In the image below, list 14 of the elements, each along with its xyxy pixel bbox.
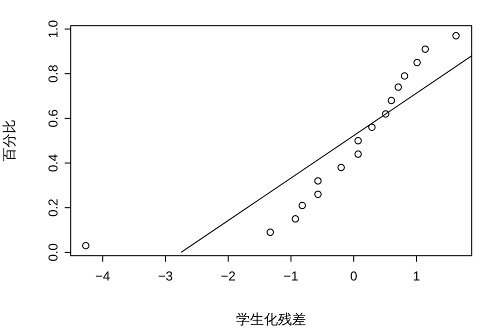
y-tick-label: 0.8 (46, 64, 61, 83)
x-tick-label: −3 (158, 268, 173, 284)
y-tick-label: 0.4 (46, 154, 61, 172)
x-tick-label: −4 (95, 268, 110, 284)
x-tick-label: −1 (284, 268, 298, 284)
x-tick-label: −2 (220, 268, 236, 284)
x-axis-title: 学生化残差 (236, 311, 306, 327)
x-tick-label: 1 (412, 268, 420, 284)
x-tick-label: 0 (350, 268, 358, 284)
y-axis-title: 百分比 (1, 120, 17, 162)
y-tick-label: 0.2 (46, 198, 61, 217)
y-tick-label: 0.0 (46, 243, 61, 262)
y-tick-label: 1.0 (46, 20, 61, 38)
y-tick-label: 0.6 (46, 109, 61, 128)
